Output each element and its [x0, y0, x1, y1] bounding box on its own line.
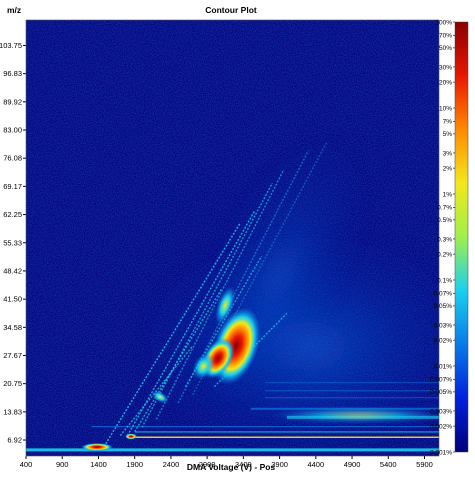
colorbar-label: 0.7%	[437, 205, 452, 212]
y-tick-label: 27.67	[3, 351, 22, 360]
y-tick-label: 34.58	[3, 323, 22, 332]
y-axis-title: m/z	[7, 5, 21, 15]
intensity-peak	[125, 433, 138, 440]
intensity-peak	[215, 286, 236, 325]
colorbar-label: 20%	[439, 79, 452, 86]
x-tick-label: 400	[20, 460, 33, 469]
colorbar-gradient	[454, 21, 469, 453]
intensity-peak	[81, 443, 114, 452]
cluster-series	[213, 312, 288, 388]
x-tick-label: 1900	[126, 460, 143, 469]
x-tick-label: 5900	[416, 460, 433, 469]
cluster-series	[192, 141, 328, 396]
x-tick-label: 2900	[199, 460, 216, 469]
colorbar-label: 0.002%	[430, 423, 452, 430]
plot-area	[26, 20, 439, 456]
colorbar-label: 0.005%	[430, 389, 452, 396]
x-tick-label: 2400	[163, 460, 180, 469]
colorbar-label: 0.001%	[430, 449, 452, 456]
y-tick-label: 76.08	[3, 154, 22, 163]
colorbar-label: 7%	[443, 119, 453, 126]
y-tick-label: 69.17	[3, 182, 22, 191]
y-tick-label: 83.00	[3, 126, 22, 135]
y-tick-label: 41.50	[3, 295, 22, 304]
colorbar-label: 2%	[443, 165, 453, 172]
y-tick-label: 89.92	[3, 97, 22, 106]
cluster-series	[126, 211, 255, 436]
y-tick-label: 96.83	[3, 69, 22, 78]
colorbar-label: 100%	[435, 19, 452, 26]
chart-title: Contour Plot	[205, 5, 257, 15]
colorbar-label: 0.003%	[430, 408, 452, 415]
x-tick-label: 1400	[90, 460, 107, 469]
y-tick-label: 55.33	[3, 238, 22, 247]
x-tick-label: 3400	[235, 460, 252, 469]
colorbar-label: 0.2%	[437, 251, 452, 258]
colorbar-label: 0.1%	[437, 277, 452, 284]
cluster-series	[105, 223, 241, 445]
colorbar-label: 0.05%	[434, 303, 453, 310]
band-cluster	[269, 408, 439, 423]
y-tick-label: 13.83	[3, 407, 22, 416]
y-tick-label: 20.75	[3, 379, 22, 388]
y-tick-label: 6.92	[7, 436, 22, 445]
colorbar-label: 0.02%	[434, 337, 453, 344]
y-tick-label: 62.25	[3, 210, 22, 219]
x-tick-label: 5400	[380, 460, 397, 469]
y-tick-label: 103.75	[0, 41, 22, 50]
colorbar-label: 30%	[439, 64, 452, 71]
colorbar-label: 0.07%	[434, 291, 453, 298]
colorbar-label: 70%	[439, 33, 452, 40]
y-tick-label: 48.42	[3, 266, 22, 275]
cluster-series	[155, 170, 284, 420]
colorbar-label: 0.01%	[434, 363, 453, 370]
colorbar-label: 3%	[443, 150, 453, 157]
cluster-series	[141, 182, 273, 428]
colorbar-label: 5%	[443, 131, 453, 138]
colorbar-label: 0.03%	[434, 322, 453, 329]
colorbar-label: 10%	[439, 105, 452, 112]
plot-frame	[25, 19, 440, 457]
x-axis: 400 900 1400 1900 2400 2900 3400 3900 4400 4900 54…	[20, 456, 433, 469]
x-axis-title: DMA Voltage (V) - Pos	[187, 462, 276, 472]
y-axis: 6.92 13.83 20.75 27.67 34.58 41.50 48.42 55.33 6…	[0, 19, 440, 457]
x-tick-label: 3900	[271, 460, 288, 469]
colorbar-label: 0.007%	[430, 377, 452, 384]
colorbar-label: 0.3%	[437, 236, 452, 243]
colorbar: 100% 70% 50% 30% 20% 10% 7% 5% 3% 2% 1% 0.7% 0.5% 0.3…	[430, 19, 469, 456]
spectral-features	[26, 133, 439, 456]
x-tick-label: 4400	[307, 460, 324, 469]
x-tick-label: 900	[56, 460, 69, 469]
intensity-peak	[151, 390, 169, 404]
colorbar-label: 50%	[439, 45, 452, 52]
x-tick-label: 4900	[344, 460, 361, 469]
intensity-peak	[192, 353, 215, 380]
colorbar-label: 1%	[443, 191, 453, 198]
colorbar-label: 0.5%	[437, 217, 452, 224]
